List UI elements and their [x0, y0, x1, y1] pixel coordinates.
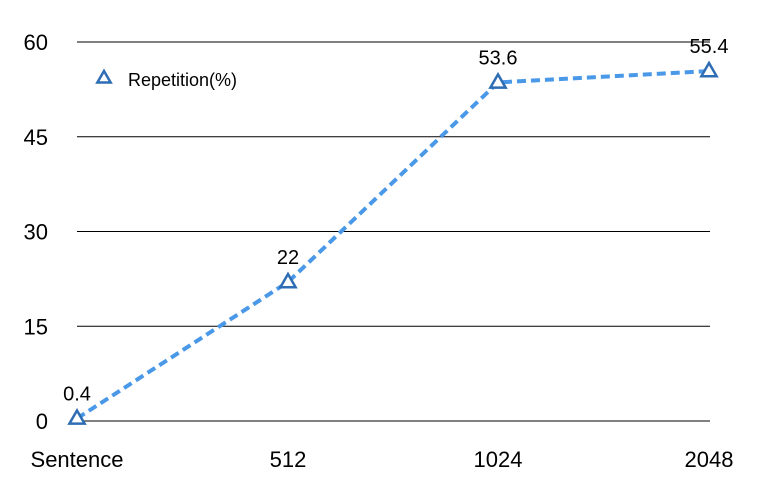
y-tick-label: 60: [24, 30, 48, 55]
x-axis-tick-labels: Sentence 512 1024 2048: [31, 447, 734, 472]
x-tick-label: 512: [270, 447, 307, 472]
legend: Repetition(%): [95, 68, 237, 90]
x-tick-label: Sentence: [31, 447, 124, 472]
series-repetition: [67, 60, 719, 425]
y-tick-label: 30: [24, 220, 48, 245]
x-tick-label: 1024: [474, 447, 523, 472]
data-label: 22: [277, 247, 299, 269]
data-point-marker: [699, 60, 719, 78]
data-label: 55.4: [690, 36, 729, 58]
data-label: 53.6: [479, 47, 518, 69]
y-tick-label: 15: [24, 314, 48, 339]
x-tick-label: 2048: [685, 447, 734, 472]
data-point-marker: [67, 407, 87, 425]
gridlines: [77, 41, 710, 422]
data-point-marker: [488, 71, 508, 89]
y-tick-label: 45: [24, 125, 48, 150]
y-axis-tick-labels: 0 15 30 45 60: [24, 30, 48, 434]
legend-marker-triangle-icon: [95, 68, 113, 84]
data-labels: 0.4 22 53.6 55.4: [63, 36, 728, 405]
data-label: 0.4: [63, 383, 91, 405]
data-point-marker: [278, 271, 298, 289]
legend-label: Repetition(%): [128, 70, 237, 90]
series-line-repetition: [75, 69, 710, 421]
y-tick-label: 0: [36, 409, 48, 434]
